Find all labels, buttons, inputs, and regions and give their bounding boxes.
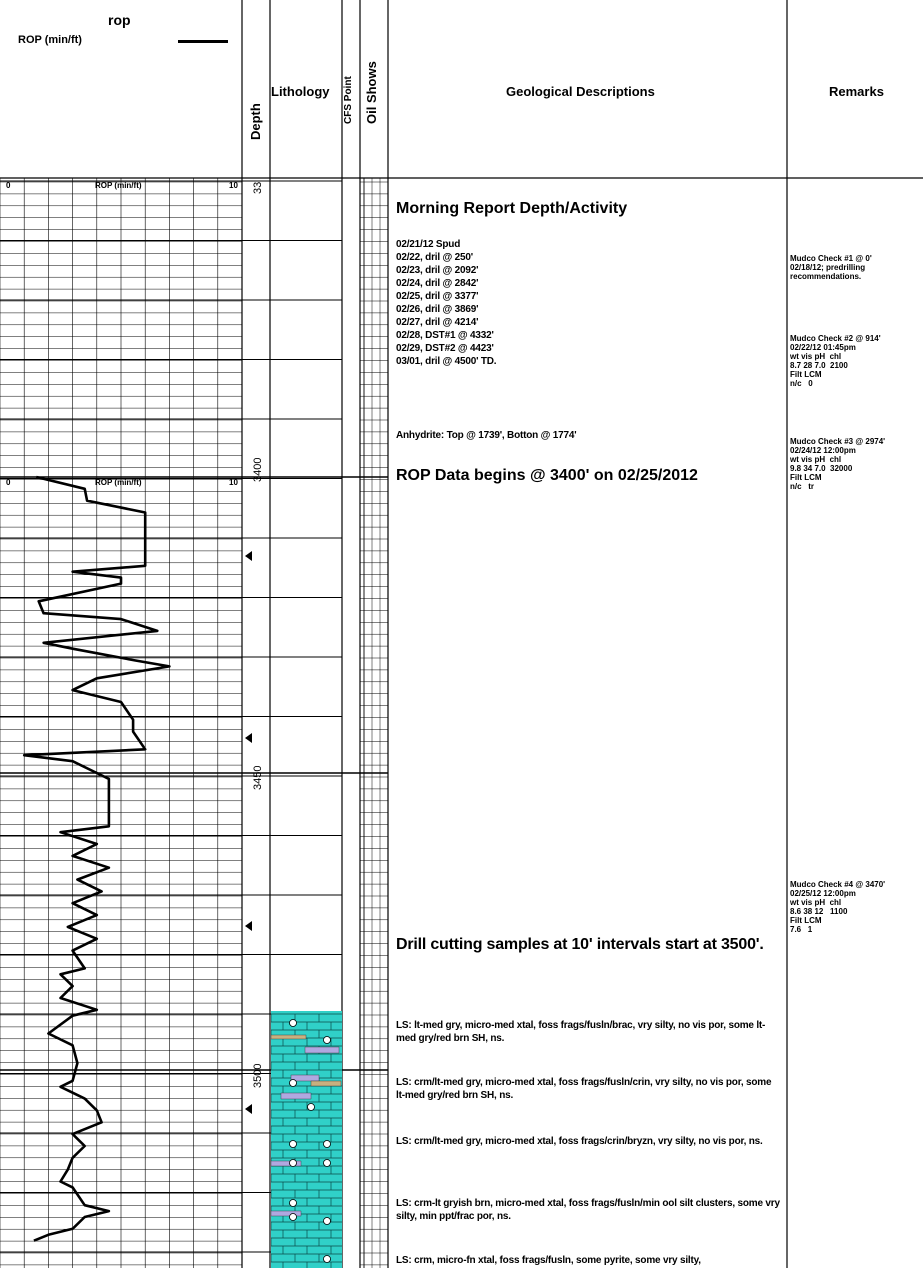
lithology-header: Lithology <box>271 84 330 99</box>
lithology-description: LS: crm-lt gryish brn, micro-med xtal, f… <box>396 1198 780 1222</box>
lithology-description: LS: crm/lt-med gry, micro-med xtal, foss… <box>396 1077 772 1101</box>
fossil-symbol <box>323 1217 331 1225</box>
depth-label-3450: 3450 <box>252 765 264 790</box>
activity-item: 02/26, dril @ 3869' <box>396 304 479 315</box>
activity-item: 02/21/12 Spud <box>396 239 461 250</box>
fossil-symbol <box>323 1159 331 1167</box>
depth-marker <box>245 733 252 743</box>
activity-item: 02/29, DST#2 @ 4423' <box>396 343 494 354</box>
rop-scale-max: 10 <box>229 478 238 487</box>
shale-lens <box>290 1074 320 1082</box>
activity-item: 02/23, dril @ 2092' <box>396 265 479 276</box>
shale-lens <box>304 1046 340 1054</box>
fossil-symbol <box>323 1255 331 1263</box>
rop-trace-line <box>22 475 171 1242</box>
fossil-symbol <box>323 1140 331 1148</box>
lithology-pattern <box>271 1013 342 1268</box>
fossil-symbol <box>289 1140 297 1148</box>
shale-lens <box>271 1034 307 1040</box>
remark-mudco-1: Mudco Check #1 @ 0' 02/18/12; predrillin… <box>790 254 872 281</box>
rop-legend-line <box>178 40 228 43</box>
fossil-symbol <box>289 1079 297 1087</box>
lithology-description: LS: lt-med gry, micro-med xtal, foss fra… <box>396 1020 766 1044</box>
depth-marker <box>245 921 252 931</box>
rop-scale-max: 10 <box>229 181 238 190</box>
fossil-symbol <box>289 1019 297 1027</box>
shale-lens <box>271 1210 302 1217</box>
depth-label-33: 33 <box>252 181 264 194</box>
rop-scale-min: 0 <box>6 478 11 487</box>
fossil-symbol <box>289 1199 297 1207</box>
morning-report-title: Morning Report Depth/Activity <box>396 200 628 217</box>
shale-lens <box>280 1092 312 1100</box>
activity-item: 02/22, dril @ 250' <box>396 252 473 263</box>
fossil-symbol <box>323 1036 331 1044</box>
remarks-header: Remarks <box>829 84 884 99</box>
geological-descriptions-header: Geological Descriptions <box>506 84 655 99</box>
activity-item: 03/01, dril @ 4500' TD. <box>396 356 497 367</box>
depth-marker <box>245 1104 252 1114</box>
remark-mudco-2: Mudco Check #2 @ 914' 02/22/12 01:45pm w… <box>790 334 881 388</box>
rop-scale-min: 0 <box>6 181 11 190</box>
remark-mudco-4: Mudco Check #4 @ 3470' 02/25/12 12:00pm … <box>790 880 886 934</box>
fossil-symbol <box>307 1103 315 1111</box>
activity-item: 02/25, dril @ 3377' <box>396 291 479 302</box>
shale-lens <box>310 1080 342 1087</box>
rop-track-title: rop <box>108 12 131 28</box>
lithology-description: LS: crm/lt-med gry, micro-med xtal, foss… <box>396 1136 763 1147</box>
depth-marker <box>245 551 252 561</box>
rop-scale-label: ROP (min/ft) <box>95 181 142 190</box>
shale-lens <box>271 1160 302 1167</box>
fossil-symbol <box>289 1159 297 1167</box>
activity-list: 02/21/12 Spud 02/22, dril @ 250' 02/23, … <box>396 238 781 368</box>
activity-item: 02/24, dril @ 2842' <box>396 278 479 289</box>
anhydrite-note: Anhydrite: Top @ 1739', Botton @ 1774' <box>396 430 577 441</box>
drill-cutting-note: Drill cutting samples at 10' intervals s… <box>396 936 764 953</box>
activity-item: 02/28, DST#1 @ 4332' <box>396 330 494 341</box>
rop-legend-label: ROP (min/ft) <box>18 34 82 46</box>
rop-begins-note: ROP Data begins @ 3400' on 02/25/2012 <box>396 467 698 484</box>
remark-mudco-3: Mudco Check #3 @ 2974' 02/24/12 12:00pm … <box>790 437 886 491</box>
lithology-description: LS: crm, micro-fn xtal, foss frags/fusln… <box>396 1255 701 1266</box>
depth-label-3500: 3500 <box>252 1063 264 1088</box>
fossil-symbol <box>289 1213 297 1221</box>
depth-label-3400: 3400 <box>252 457 264 482</box>
rop-scale-label: ROP (min/ft) <box>95 478 142 487</box>
activity-item: 02/27, dril @ 4214' <box>396 317 479 328</box>
